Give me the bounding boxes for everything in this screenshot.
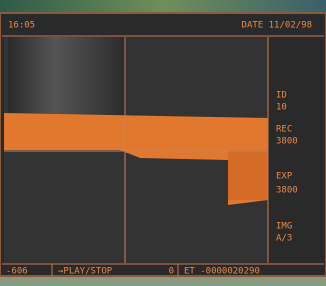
panel-value: 10	[276, 103, 287, 113]
date: DATE 11/02/98	[242, 21, 312, 31]
screen: 16:05 DATE 11/02/98 ID 10 REC 3800 EXP 3…	[0, 0, 326, 286]
panel-label: EXP	[276, 172, 293, 182]
orange-block	[228, 150, 268, 200]
panel-value: 3800	[276, 186, 298, 196]
footer-action[interactable]: →PLAY/STOP	[58, 267, 113, 277]
panel-label: IMG	[276, 222, 292, 232]
photo-strip	[0, 0, 326, 13]
page: 16:05 DATE 11/02/98 ID 10 REC 3800 EXP 3…	[0, 0, 326, 286]
panel-label: REC	[276, 125, 292, 135]
footer-position: -606	[6, 267, 28, 277]
panel-value: A/3	[276, 234, 292, 244]
footer-elapsed: ET -0000020290	[184, 267, 260, 277]
panel-value: 3800	[276, 137, 298, 147]
bottom-strip	[0, 277, 326, 286]
footer-counter: 0	[169, 267, 174, 277]
time: 16:05	[8, 21, 35, 31]
panel-label: ID	[276, 91, 287, 101]
